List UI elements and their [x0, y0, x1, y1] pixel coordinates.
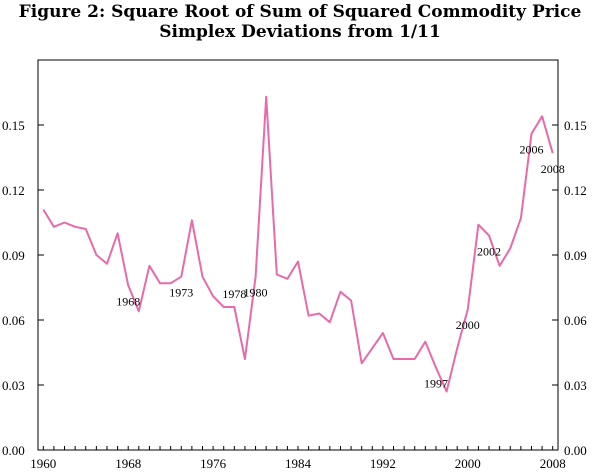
y-tick-label-right: 0.03: [564, 378, 587, 393]
y-tick-label-right: 0.06: [564, 313, 587, 328]
chart-title: Figure 2: Square Root of Sum of Squared …: [0, 2, 600, 42]
y-tick-label-left: 0.03: [2, 378, 25, 393]
chart-title-line-2: Simplex Deviations from 1/11: [159, 22, 441, 42]
x-axis: 1960 1968 1976 1984 1992 2000 2008: [30, 446, 566, 471]
y-tick-label-right: 0.00: [564, 443, 587, 458]
annotation-label: 1968: [116, 294, 140, 308]
y-tick-label-right: 0.15: [564, 118, 587, 133]
series-line: [42, 95, 554, 393]
y-tick-label-left: 0.09: [2, 248, 25, 263]
y-tick-label-right: 0.12: [564, 183, 587, 198]
y-axis-right: 0.00 0.03 0.06 0.09 0.12 0.15: [552, 118, 587, 458]
x-tick-label: 1960: [30, 456, 56, 471]
y-tick-label-left: 0.00: [2, 443, 25, 458]
y-tick-label-right: 0.09: [564, 248, 587, 263]
annotation-label: 1997: [424, 377, 448, 391]
x-tick-label: 2000: [455, 456, 481, 471]
y-axis-left: 0.00 0.03 0.06 0.09 0.12 0.15: [2, 118, 44, 458]
chart-title-line-1: Figure 2: Square Root of Sum of Squared …: [18, 2, 582, 22]
annotation-label: 2008: [541, 162, 565, 176]
x-tick-label: 1968: [115, 456, 141, 471]
annotation-label: 1980: [244, 286, 268, 300]
annotation-label: 1978: [222, 287, 246, 301]
x-tick-label: 1984: [285, 456, 312, 471]
annotation-label: 2006: [519, 143, 543, 157]
annotation-label: 2000: [456, 318, 480, 332]
y-tick-label-left: 0.12: [2, 183, 25, 198]
y-tick-label-left: 0.15: [2, 118, 25, 133]
annotation-label: 1973: [169, 286, 193, 300]
x-tick-label: 1992: [370, 456, 396, 471]
x-tick-label: 2008: [540, 456, 566, 471]
x-tick-label: 1976: [200, 456, 227, 471]
y-tick-label-left: 0.06: [2, 313, 25, 328]
annotation-label: 2002: [477, 245, 501, 259]
